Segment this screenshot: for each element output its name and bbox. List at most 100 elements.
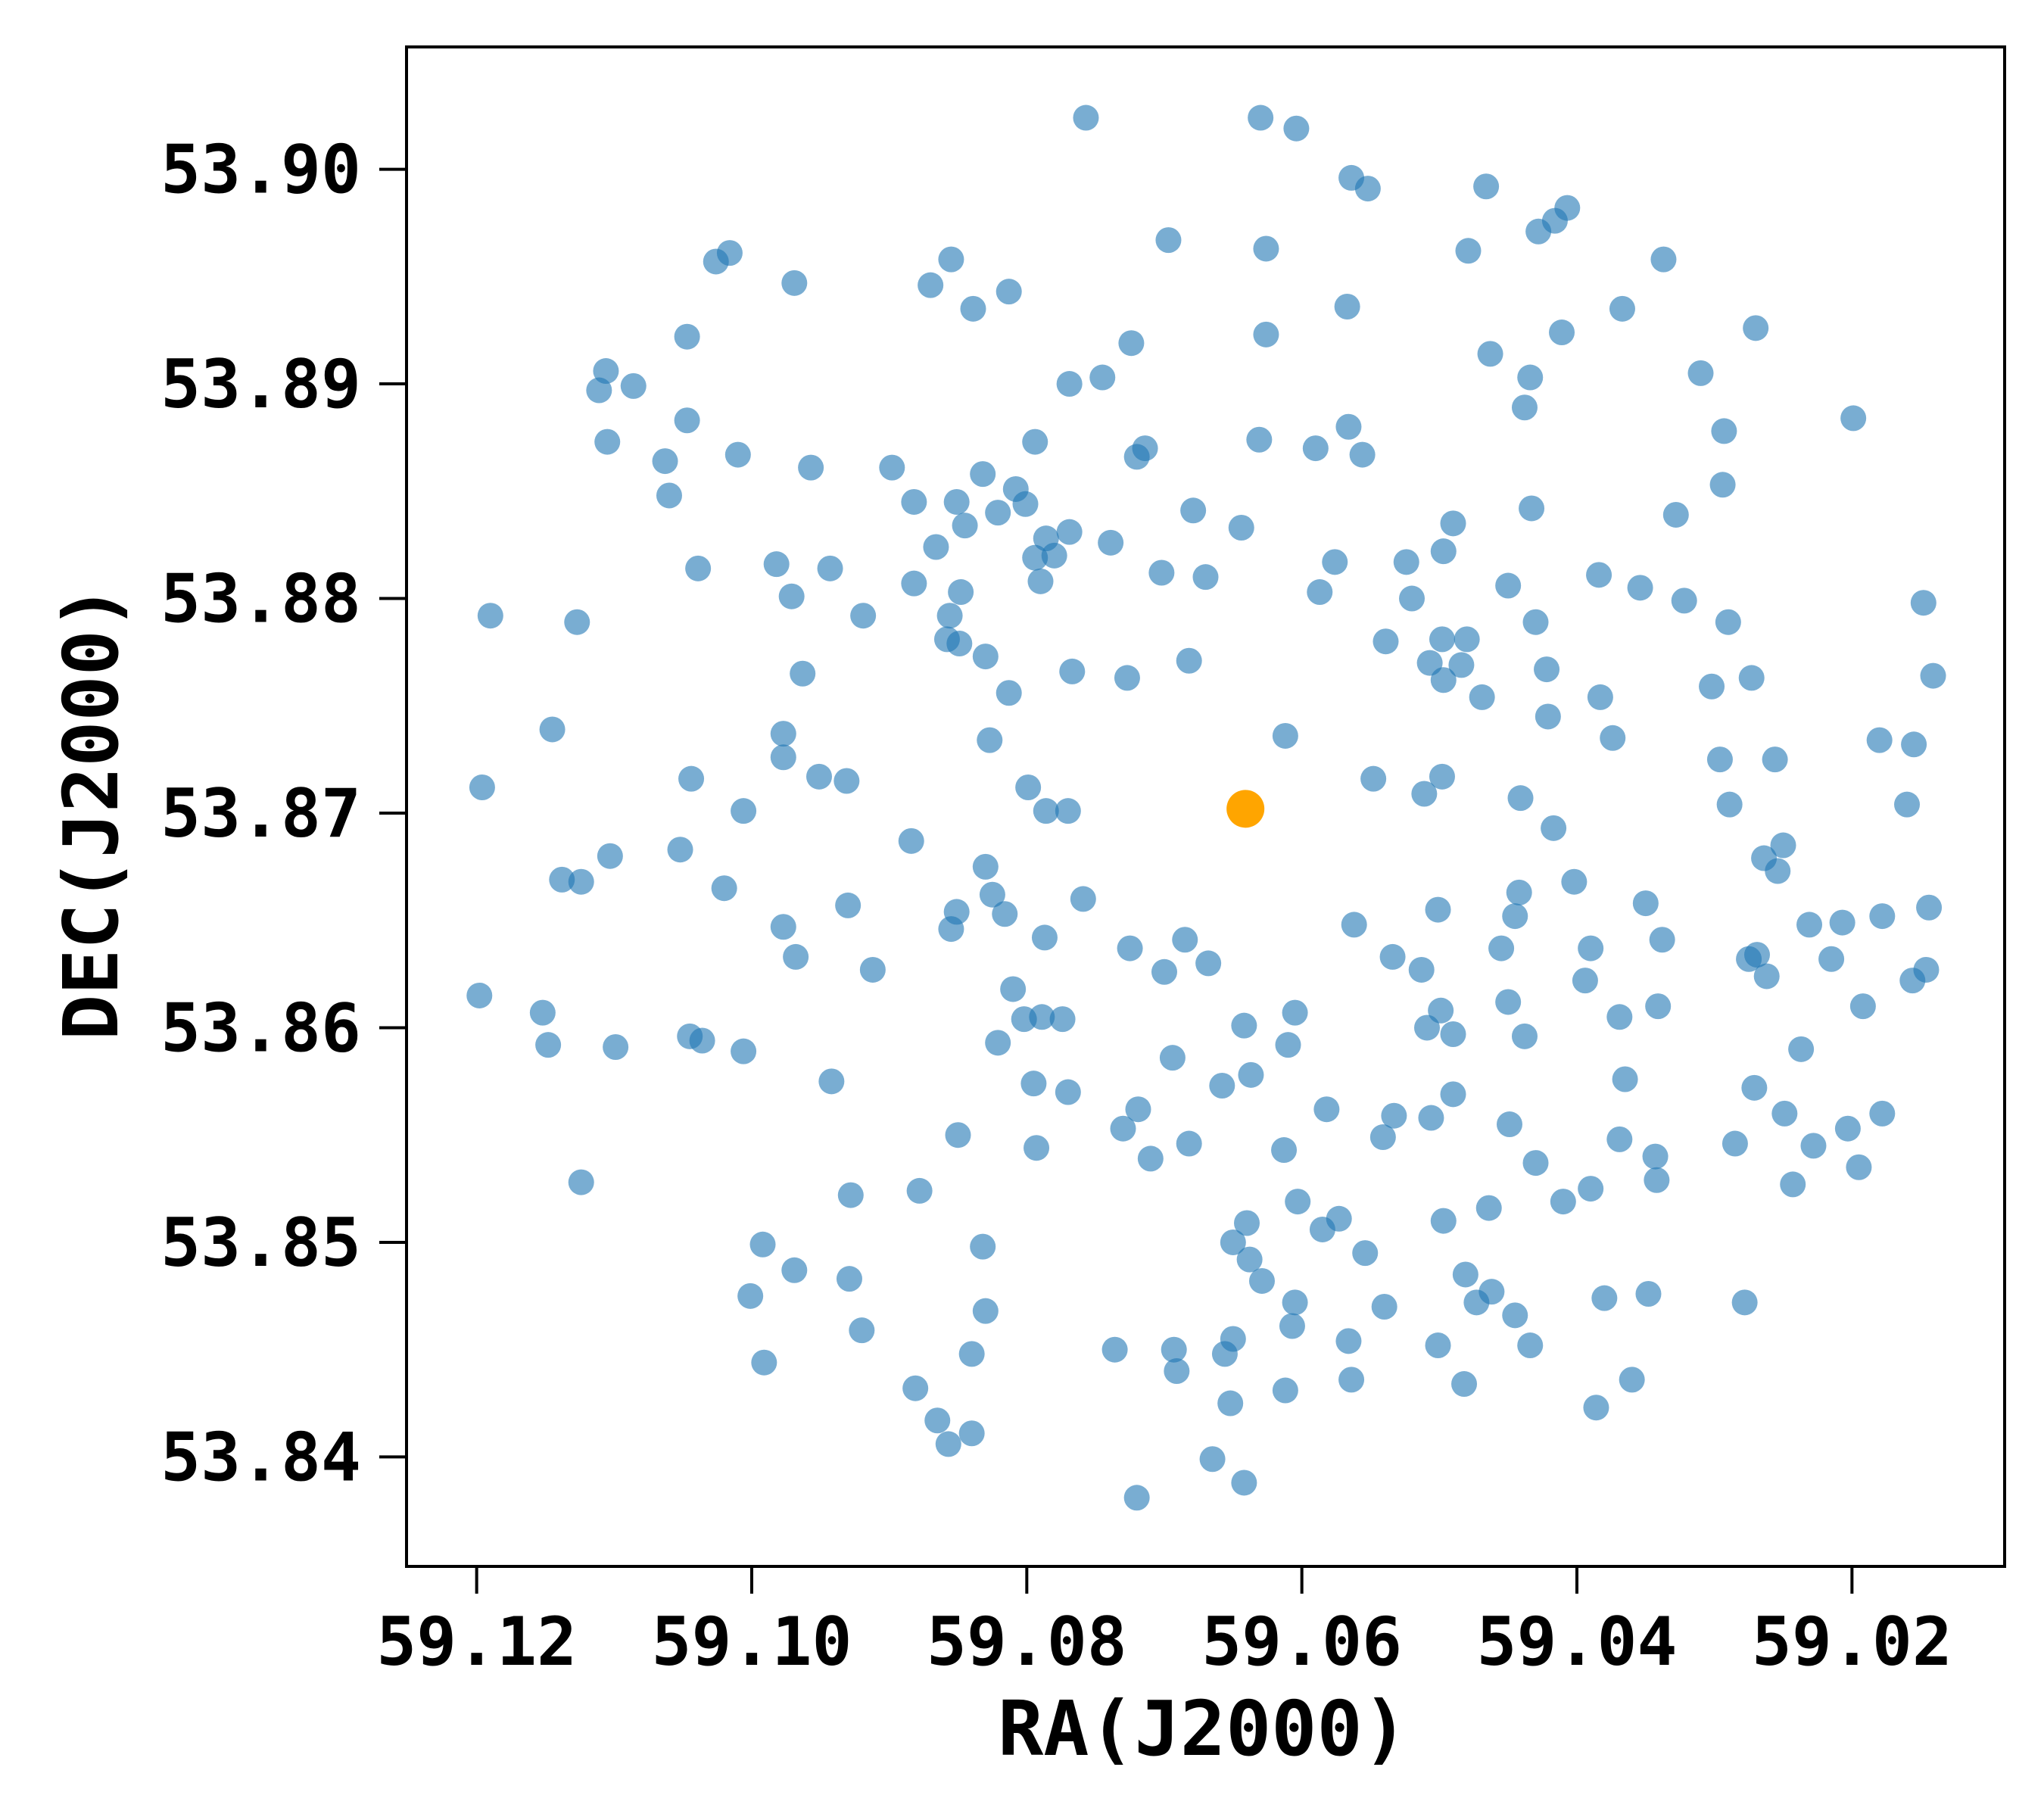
point (1475, 1195, 1502, 1221)
point (1519, 495, 1545, 522)
point (850, 603, 877, 629)
point (1176, 1130, 1202, 1157)
point (1430, 538, 1457, 565)
point (1840, 405, 1867, 432)
point (1322, 549, 1348, 575)
point (594, 429, 621, 455)
point (1711, 418, 1737, 444)
point (1049, 1006, 1076, 1033)
point (763, 551, 790, 578)
point (1612, 1066, 1638, 1092)
point (1164, 1358, 1190, 1385)
point (992, 901, 1018, 927)
point (1272, 722, 1298, 749)
point (770, 744, 796, 771)
point (1408, 956, 1435, 983)
point (1578, 935, 1604, 961)
point (977, 727, 1003, 753)
point (477, 603, 503, 629)
point (1894, 791, 1921, 818)
point (1644, 1167, 1670, 1193)
point (1662, 501, 1689, 528)
point (1031, 924, 1058, 951)
point (1469, 684, 1495, 710)
point (1022, 429, 1048, 455)
point (703, 248, 729, 275)
point (836, 1266, 862, 1292)
point (1736, 946, 1762, 972)
point (1920, 662, 1946, 689)
point (1027, 568, 1054, 594)
points-layer (466, 104, 1946, 1511)
point (1335, 1328, 1362, 1354)
point (1709, 472, 1736, 498)
point (835, 892, 862, 918)
point (1000, 976, 1027, 1002)
point (1275, 1032, 1301, 1058)
point (1846, 1154, 1872, 1180)
point (1285, 1189, 1311, 1215)
point (1012, 491, 1039, 517)
point (1180, 497, 1207, 524)
point (674, 407, 700, 434)
point (1635, 1280, 1662, 1307)
point (817, 555, 843, 581)
point (1578, 1176, 1604, 1202)
point (1055, 1079, 1081, 1105)
point (1123, 1485, 1150, 1511)
point (1522, 1150, 1549, 1177)
point (1788, 1036, 1815, 1062)
point (1496, 1111, 1522, 1138)
point (1148, 559, 1175, 586)
point (1425, 1332, 1451, 1359)
point (1770, 832, 1796, 859)
point (1055, 798, 1081, 824)
point (945, 1122, 971, 1148)
point (1059, 658, 1086, 684)
point (1743, 315, 1769, 341)
point (1101, 1336, 1128, 1363)
point (943, 488, 970, 515)
point (1716, 791, 1743, 818)
point (936, 603, 963, 629)
point (1282, 999, 1308, 1026)
x-tick-label: 59.04 (1477, 1603, 1678, 1681)
point (466, 982, 493, 1008)
point (568, 868, 594, 895)
point (1020, 1071, 1047, 1097)
point (918, 272, 944, 298)
point (1159, 1045, 1186, 1071)
point (1507, 785, 1534, 812)
plot-frame (405, 45, 2006, 1568)
point (1309, 1216, 1335, 1242)
point (1834, 1115, 1861, 1142)
point (1234, 1210, 1260, 1236)
point (1015, 774, 1042, 800)
point (1715, 609, 1741, 635)
y-tick-label: 53.89 (160, 345, 361, 423)
point (958, 1341, 985, 1367)
point (1609, 295, 1635, 322)
point (970, 1233, 996, 1260)
point (1916, 894, 1943, 921)
point (935, 1431, 961, 1457)
point (711, 875, 737, 902)
point (1722, 1130, 1748, 1157)
point (1418, 1105, 1444, 1131)
point (667, 837, 693, 863)
point (1176, 647, 1202, 674)
point (1089, 364, 1116, 391)
point (958, 1420, 985, 1447)
point (1248, 104, 1274, 131)
point (731, 1038, 757, 1064)
point (1271, 1137, 1298, 1164)
point (1199, 1446, 1226, 1473)
point (1627, 575, 1653, 601)
point (790, 660, 816, 687)
point (1231, 1469, 1257, 1496)
point (549, 866, 575, 893)
point (770, 914, 796, 940)
point (1463, 1289, 1490, 1316)
point (770, 721, 796, 747)
point (1272, 1377, 1298, 1404)
